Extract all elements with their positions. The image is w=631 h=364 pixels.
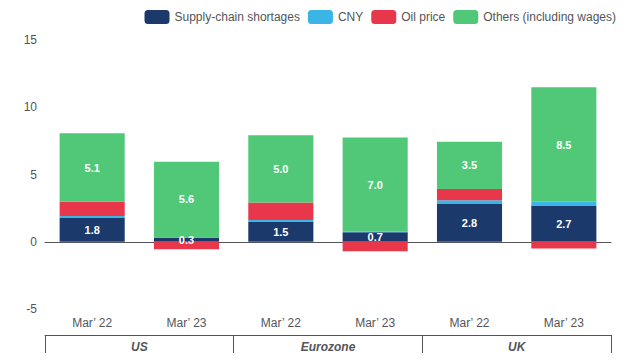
svg-text:Mar’ 23: Mar’ 23 [166, 316, 206, 330]
svg-text:1.8: 1.8 [85, 224, 100, 236]
svg-text:8.5: 8.5 [556, 139, 571, 151]
svg-text:-5: -5 [26, 302, 37, 316]
svg-text:10: 10 [24, 100, 38, 114]
svg-text:5.6: 5.6 [179, 193, 194, 205]
svg-text:Mar’ 22: Mar’ 22 [72, 316, 112, 330]
svg-text:0.7: 0.7 [368, 231, 383, 243]
svg-text:5.1: 5.1 [85, 162, 100, 174]
svg-text:0: 0 [30, 235, 37, 249]
svg-text:UK: UK [508, 340, 527, 354]
svg-text:Mar’ 23: Mar’ 23 [544, 316, 584, 330]
svg-text:Eurozone: Eurozone [301, 340, 356, 354]
svg-text:Mar’ 22: Mar’ 22 [449, 316, 489, 330]
svg-text:15: 15 [24, 33, 38, 47]
svg-text:CNY: CNY [338, 10, 363, 24]
svg-text:5.0: 5.0 [273, 163, 288, 175]
svg-text:Mar’ 22: Mar’ 22 [261, 316, 301, 330]
svg-text:2.7: 2.7 [556, 218, 571, 230]
svg-text:Supply-chain shortages: Supply-chain shortages [175, 10, 300, 24]
svg-text:Mar’ 23: Mar’ 23 [355, 316, 395, 330]
svg-text:2.8: 2.8 [462, 217, 477, 229]
svg-text:Others (including wages): Others (including wages) [483, 10, 616, 24]
svg-text:7.0: 7.0 [368, 179, 383, 191]
svg-text:1.5: 1.5 [273, 226, 288, 238]
svg-text:US: US [131, 340, 148, 354]
svg-text:Oil price: Oil price [401, 10, 445, 24]
svg-text:0.3: 0.3 [179, 234, 194, 246]
svg-text:3.5: 3.5 [462, 159, 477, 171]
svg-text:5: 5 [30, 168, 37, 182]
